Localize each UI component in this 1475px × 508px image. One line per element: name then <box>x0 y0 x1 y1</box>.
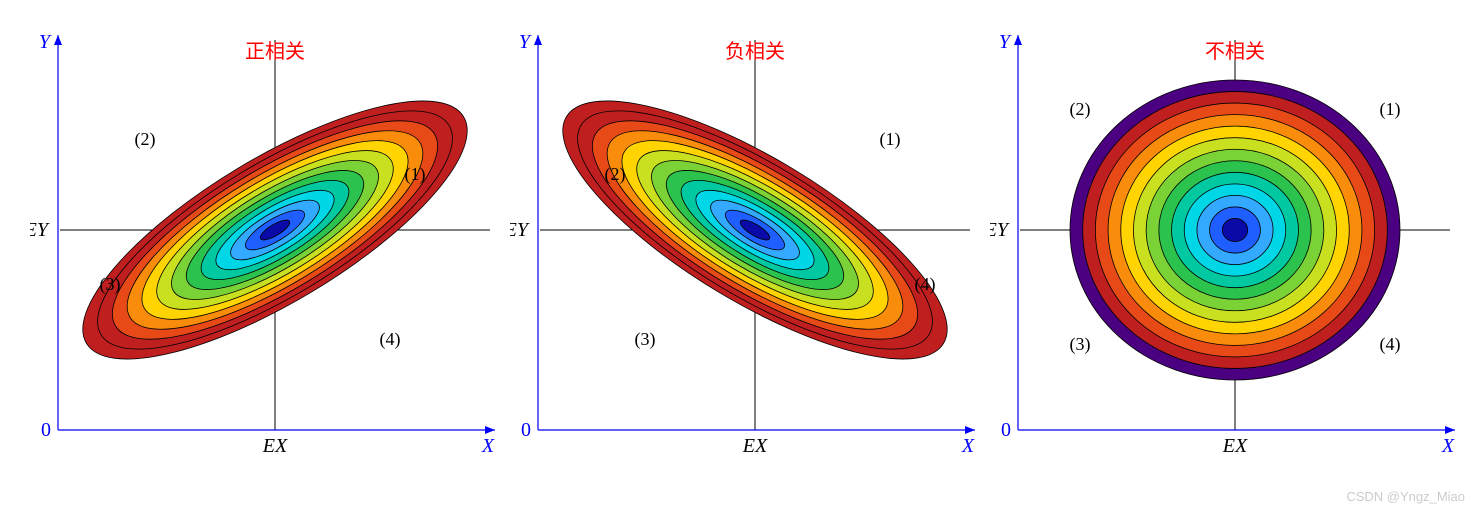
svg-text:(4): (4) <box>380 329 401 350</box>
svg-text:0: 0 <box>1001 419 1011 441</box>
svg-text:Y: Y <box>39 31 52 53</box>
svg-text:Y: Y <box>519 31 532 53</box>
svg-text:EX: EX <box>1222 435 1248 457</box>
svg-text:X: X <box>1441 435 1455 457</box>
contour-plot: (1) (2) (3) (4) 0 X Y EX EY 正相关 <box>30 20 500 460</box>
svg-text:(4): (4) <box>915 274 936 295</box>
svg-text:不相关: 不相关 <box>1205 40 1265 63</box>
svg-text:(1): (1) <box>1380 99 1401 120</box>
svg-text:(2): (2) <box>135 129 156 150</box>
svg-text:(1): (1) <box>880 129 901 150</box>
svg-text:(3): (3) <box>1070 334 1091 355</box>
panel-0: (1) (2) (3) (4) 0 X Y EX EY 正相关 <box>30 20 500 465</box>
svg-text:负相关: 负相关 <box>725 40 785 63</box>
svg-text:(4): (4) <box>1380 334 1401 355</box>
watermark: CSDN @Yngz_Miao <box>1346 489 1465 504</box>
contour-plot: (1) (2) (3) (4) 0 X Y EX EY 负相关 <box>510 20 980 460</box>
svg-text:0: 0 <box>521 419 531 441</box>
svg-text:Y: Y <box>999 31 1012 53</box>
svg-text:(3): (3) <box>100 274 121 295</box>
svg-text:EY: EY <box>510 219 530 241</box>
svg-text:(3): (3) <box>635 329 656 350</box>
svg-text:EX: EX <box>742 435 768 457</box>
svg-text:X: X <box>961 435 975 457</box>
contour-plot: (1) (2) (3) (4) 0 X Y EX EY 不相关 <box>990 20 1460 460</box>
svg-text:EX: EX <box>262 435 288 457</box>
svg-text:(2): (2) <box>1070 99 1091 120</box>
svg-text:正相关: 正相关 <box>245 40 305 63</box>
panel-1: (1) (2) (3) (4) 0 X Y EX EY 负相关 <box>510 20 980 465</box>
panels-container: (1) (2) (3) (4) 0 X Y EX EY 正相关 (1) (2) (3) (4) 0 X Y EX E… <box>0 0 1475 495</box>
svg-text:(2): (2) <box>605 164 626 185</box>
svg-text:EY: EY <box>990 219 1010 241</box>
svg-text:(1): (1) <box>405 164 426 185</box>
svg-text:0: 0 <box>41 419 51 441</box>
panel-2: (1) (2) (3) (4) 0 X Y EX EY 不相关 <box>990 20 1460 465</box>
svg-text:EY: EY <box>30 219 50 241</box>
svg-text:X: X <box>481 435 495 457</box>
